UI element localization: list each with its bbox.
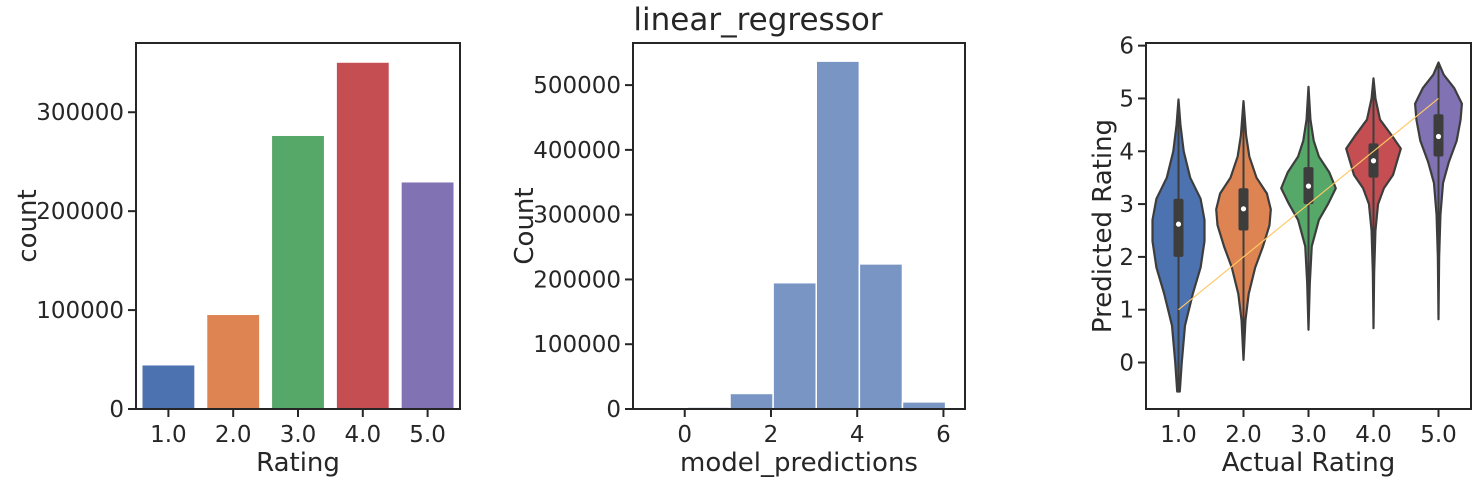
y-axis-label: count — [13, 189, 43, 262]
bar — [401, 182, 454, 409]
histogram-bar — [772, 281, 817, 410]
y-tick-label: 200000 — [36, 199, 124, 225]
y-tick-label: 500000 — [533, 73, 621, 99]
x-tick-label: 3.0 — [1290, 422, 1327, 448]
y-tick-label: 2 — [1119, 245, 1134, 271]
x-tick-label: 2.0 — [1225, 422, 1262, 448]
y-tick-label: 1 — [1119, 298, 1134, 324]
violin-median — [1370, 158, 1377, 164]
violin-median — [1305, 183, 1312, 189]
histogram-bar — [858, 263, 904, 410]
y-axis-label: Predicted Rating — [1088, 119, 1118, 333]
histogram-bar — [901, 401, 947, 410]
histogram-bar — [729, 392, 774, 410]
violin-median — [1435, 133, 1442, 140]
y-tick-label: 6 — [1119, 34, 1134, 60]
y-tick-label: 400000 — [533, 138, 621, 164]
x-tick-label: 1.0 — [1160, 422, 1197, 448]
y-tick-label: 100000 — [36, 298, 124, 324]
count-bar-chart: 0 100000 200000 300000 1.0 2.0 3.0 4.0 5.0 Rating… — [13, 42, 461, 478]
x-tick-label: 2.0 — [215, 422, 252, 448]
y-axis-label: Count — [510, 187, 540, 264]
x-tick-label: 1.0 — [150, 422, 187, 448]
reference-line — [1178, 97, 1439, 311]
bar — [336, 62, 389, 409]
figure-title: linear_regressor — [633, 2, 882, 38]
x-tick-label: 4.0 — [345, 422, 382, 448]
predictions-histogram: 0 100000 200000 300000 400000 500000 0 2 4 6 model… — [510, 42, 966, 478]
x-tick-label: 4.0 — [1355, 422, 1392, 448]
y-tick-label: 3 — [1119, 192, 1134, 218]
y-tick-label: 300000 — [533, 203, 621, 229]
violin-plot: 0 1 2 3 4 5 6 1.0 2.0 3.0 4.0 5.0 Actual Rating Predi… — [1088, 34, 1472, 478]
y-tick-label: 300000 — [36, 100, 124, 126]
y-tick-label: 5 — [1119, 86, 1134, 112]
y-tick-label: 0 — [606, 397, 621, 423]
axes-frame — [632, 42, 966, 410]
bar — [207, 315, 260, 409]
x-tick-label: 2 — [764, 422, 779, 448]
x-tick-label: 6 — [936, 422, 951, 448]
y-tick-label: 4 — [1119, 139, 1134, 165]
histogram-bar — [815, 60, 861, 410]
x-tick-label: 0 — [677, 422, 692, 448]
x-axis-label: Rating — [256, 448, 340, 478]
x-axis-label: model_predictions — [680, 448, 918, 478]
x-tick-label: 3.0 — [280, 422, 317, 448]
bar — [142, 365, 195, 409]
y-tick-label: 100000 — [533, 332, 621, 358]
x-axis-label: Actual Rating — [1222, 448, 1396, 478]
x-tick-label: 4 — [850, 422, 865, 448]
bar — [272, 135, 324, 410]
y-tick-label: 0 — [1119, 351, 1134, 377]
violin-median — [1240, 206, 1247, 212]
x-tick-label: 5.0 — [1420, 422, 1457, 448]
x-tick-label: 5.0 — [409, 422, 446, 448]
violin-iqr-box — [1173, 198, 1184, 257]
y-tick-label: 0 — [109, 397, 124, 423]
violin-median — [1175, 221, 1182, 227]
y-tick-label: 200000 — [533, 267, 621, 293]
